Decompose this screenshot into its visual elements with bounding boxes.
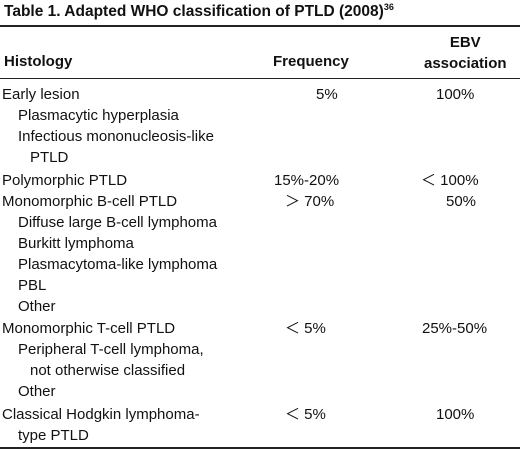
row-histology: Plasmacytic hyperplasia — [18, 107, 179, 124]
header-frequency: Frequency — [273, 53, 349, 70]
header-ebv-line2: association — [424, 55, 507, 72]
row-histology: Plasmacytoma-like lymphoma — [18, 256, 218, 273]
table-row: type PTLD — [0, 425, 520, 446]
row-histology: PTLD — [30, 149, 69, 166]
table-row: Monomorphic B-cell PTLD ＞ 70% 50% — [0, 191, 520, 212]
row-histology: Infectious mononucleosis-like — [18, 128, 214, 145]
row-histology: Burkitt lymphoma — [18, 235, 134, 252]
row-histology: Other — [18, 383, 56, 400]
row-frequency: ＜ 5% — [285, 320, 326, 337]
table-title: Table 1. Adapted WHO classification of P… — [4, 1, 394, 21]
row-ebv-association: 100% — [436, 406, 475, 423]
table-row: Infectious mononucleosis-like — [0, 126, 520, 147]
table-row: Classical Hodgkin lymphoma- ＜ 5% 100% — [0, 404, 520, 425]
header-rule — [0, 78, 520, 79]
table-row: Other — [0, 296, 520, 317]
row-histology: not otherwise classified — [30, 362, 186, 379]
row-ebv-association: 25%-50% — [422, 320, 488, 337]
table-row: not otherwise classified — [0, 360, 520, 381]
row-histology: Monomorphic T-cell PTLD — [2, 320, 176, 337]
row-frequency: 5% — [316, 86, 338, 103]
top-rule — [0, 25, 520, 27]
bottom-rule — [0, 447, 520, 449]
table-row: PTLD — [0, 147, 520, 168]
table-row: Diffuse large B-cell lymphoma — [0, 212, 520, 233]
table-row: PBL — [0, 275, 520, 296]
table-row: Plasmacytoma-like lymphoma — [0, 254, 520, 275]
table-row: Other — [0, 381, 520, 402]
row-histology: Early lesion — [2, 86, 80, 103]
row-ebv-association: 100% — [436, 86, 475, 103]
table-title-text: Table 1. Adapted WHO classification of P… — [4, 3, 384, 20]
header-ebv-association: EBV association — [424, 32, 507, 74]
row-histology: Classical Hodgkin lymphoma- — [2, 406, 200, 423]
row-histology: Other — [18, 298, 56, 315]
row-histology: type PTLD — [18, 427, 89, 444]
row-frequency: ＜ 5% — [285, 406, 326, 423]
table-row: Burkitt lymphoma — [0, 233, 520, 254]
row-ebv-association: 50% — [446, 193, 477, 210]
header-ebv-line1: EBV — [449, 34, 481, 51]
row-frequency: ＞ 70% — [285, 193, 335, 210]
header-histology: Histology — [4, 53, 73, 70]
row-histology: Peripheral T-cell lymphoma, — [18, 341, 204, 358]
table-row: Monomorphic T-cell PTLD ＜ 5% 25%-50% — [0, 318, 520, 339]
table-row: Early lesion 5% 100% — [0, 84, 520, 105]
table-row: Peripheral T-cell lymphoma, — [0, 339, 520, 360]
row-ebv-association: ＜ 100% — [421, 172, 479, 189]
title-reference: 36 — [383, 1, 394, 12]
row-histology: PBL — [18, 277, 47, 294]
row-histology: Diffuse large B-cell lymphoma — [18, 214, 217, 231]
table-row: Polymorphic PTLD 15%-20% ＜ 100% — [0, 170, 520, 191]
row-histology: Monomorphic B-cell PTLD — [2, 193, 178, 210]
row-frequency: 15%-20% — [274, 172, 340, 189]
row-histology: Polymorphic PTLD — [2, 172, 128, 189]
table-row: Plasmacytic hyperplasia — [0, 105, 520, 126]
